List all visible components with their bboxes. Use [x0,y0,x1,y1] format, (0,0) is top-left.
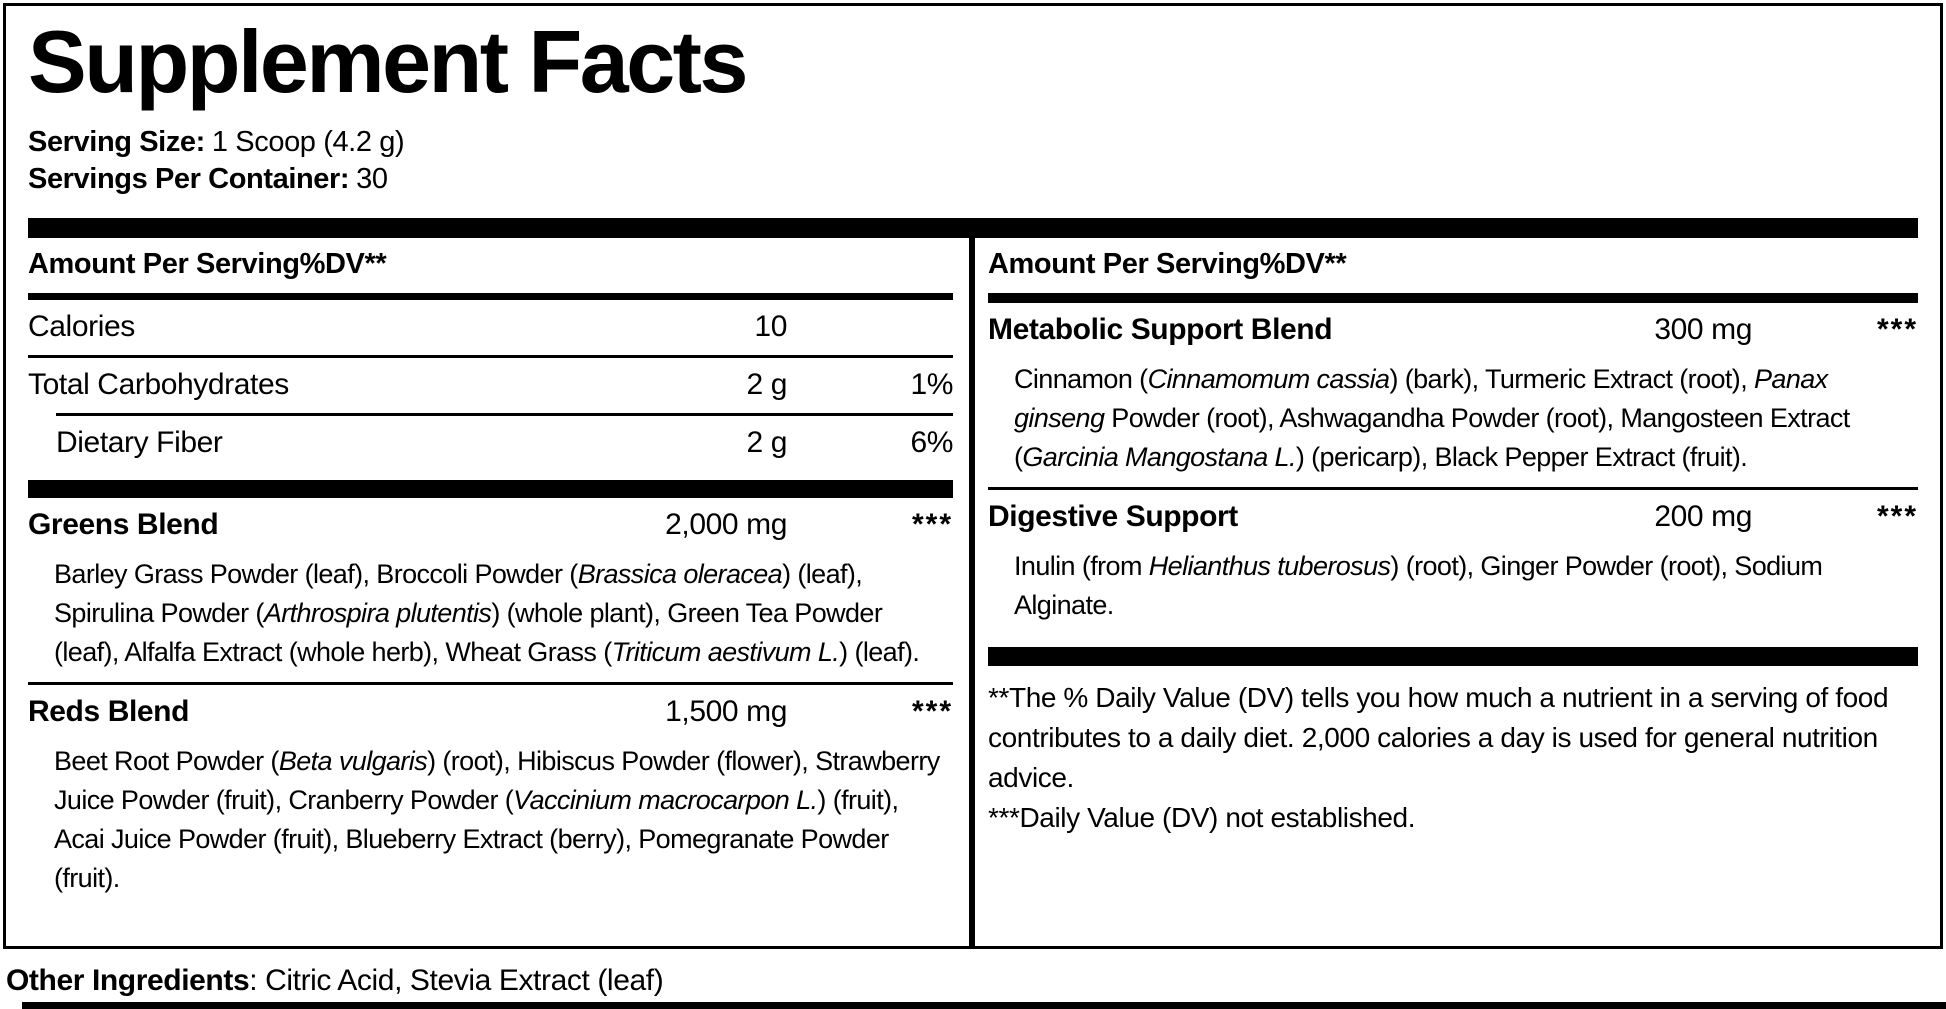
section-divider-bar [28,480,953,498]
row-rule [988,487,1918,490]
footnote-dv-not-established: ***Daily Value (DV) not established. [988,802,1416,833]
blend-ingredients-metabolic-support: Cinnamon (Cinnamomum cassia) (bark), Tur… [1014,364,1850,472]
footnotes: **The % Daily Value (DV) tells you how m… [988,678,1918,838]
nutrient-row-dietary-fiber: Dietary Fiber 2 g 6% [28,416,953,471]
nutrient-amount: 2 g [746,426,787,459]
supplement-facts-panel: Supplement Facts Serving Size: 1 Scoop (4… [3,3,1943,949]
row-rule [28,682,953,685]
blend-row-metabolic-support: Metabolic Support Blend 300 mg *** [988,303,1918,358]
blend-ingredients-greens: Barley Grass Powder (leaf), Broccoli Pow… [54,559,920,667]
blend-ingredients-reds: Beet Root Powder (Beta vulgaris) (root),… [54,746,940,893]
nutrient-dv: 6% [910,426,953,459]
nutrient-row-total-carbohydrates: Total Carbohydrates 2 g 1% [28,358,953,413]
amount-per-serving-header: Amount Per Serving [28,248,300,280]
nutrient-amount: 10 [754,310,787,343]
serving-info: Serving Size: 1 Scoop (4.2 g) Servings Pe… [28,124,1918,198]
serving-size-value: 1 Scoop (4.2 g) [211,126,405,158]
row-rule-indented [56,413,953,416]
blend-ingredients-digestive-support: Inulin (from Helianthus tuberosus) (root… [1014,551,1823,620]
bottom-edge-bar [22,1002,1946,1009]
other-ingredients-label: Other Ingredients [6,964,250,997]
servings-per-container-value: 30 [356,163,388,195]
blend-amount: 300 mg [1654,313,1752,346]
footnote-divider-bar [988,647,1918,666]
blend-amount: 2,000 mg [665,508,787,541]
blend-row-reds: Reds Blend 1,500 mg *** [28,685,953,740]
right-column: Amount Per Serving %DV** Metabolic Suppo… [988,238,1918,946]
blend-row-greens: Greens Blend 2,000 mg *** [28,498,953,553]
blend-dv: *** [911,508,953,541]
blend-dv: *** [1876,313,1918,346]
nutrient-name: Calories [28,310,135,343]
nutrient-name: Total Carbohydrates [28,368,289,401]
facts-columns: Amount Per Serving %DV** Calories 10 Tot… [28,238,1918,946]
left-column-header: Amount Per Serving %DV** [28,238,953,300]
other-ingredients-line: Other Ingredients: Citric Acid, Stevia E… [6,964,664,998]
other-ingredients-value: : Citric Acid, Stevia Extract (leaf) [249,964,664,997]
servings-per-container-label: Servings Per Container: [28,163,350,195]
amount-per-serving-header: Amount Per Serving [988,248,1260,280]
nutrient-name: Dietary Fiber [56,426,223,459]
left-column: Amount Per Serving %DV** Calories 10 Tot… [28,238,953,946]
blend-name: Greens Blend [28,508,219,541]
blend-name: Reds Blend [28,695,190,728]
serving-size-label: Serving Size: [28,126,205,158]
blend-name: Metabolic Support Blend [988,313,1333,346]
panel-title: Supplement Facts [28,12,748,111]
footnote-daily-value: **The % Daily Value (DV) tells you how m… [988,682,1889,793]
blend-amount: 1,500 mg [665,695,787,728]
serving-size-line: Serving Size: 1 Scoop (4.2 g) [28,124,1918,161]
blend-amount: 200 mg [1654,500,1752,533]
nutrient-dv: 1% [910,368,953,401]
nutrient-row-calories: Calories 10 [28,300,953,355]
servings-per-container-line: Servings Per Container: 30 [28,161,1918,198]
column-divider [969,238,975,946]
blend-row-digestive-support: Digestive Support 200 mg *** [988,490,1918,545]
blend-name: Digestive Support [988,500,1238,533]
right-column-header: Amount Per Serving %DV** [988,238,1918,303]
blend-dv: *** [1876,500,1918,533]
nutrient-amount: 2 g [746,368,787,401]
percent-dv-header: %DV** [299,248,387,280]
top-divider-bar [28,218,1918,238]
row-rule [28,355,953,358]
percent-dv-header: %DV** [1259,248,1347,280]
blend-dv: *** [911,695,953,728]
